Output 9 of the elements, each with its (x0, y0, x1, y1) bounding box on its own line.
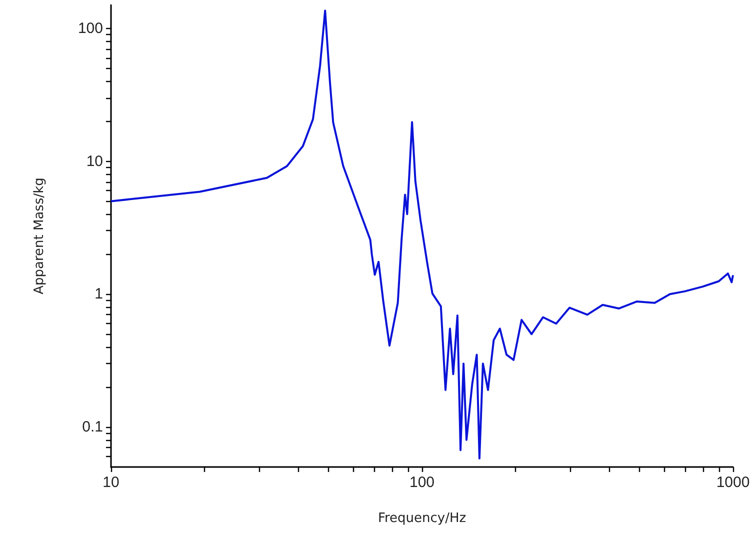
y-tick-label: 100 (78, 20, 103, 37)
x-tick-label: 1000 (716, 474, 750, 491)
y-axis-title: Apparent Mass/kg (32, 178, 47, 294)
x-axis-title: Frequency/Hz (378, 511, 466, 526)
x-tick-label: 100 (409, 474, 435, 491)
y-tick-label: 0.1 (82, 418, 103, 436)
y-tick-label: 10 (86, 152, 103, 170)
y-tick-label: 1 (94, 286, 103, 303)
x-tick-label: 10 (102, 474, 120, 491)
